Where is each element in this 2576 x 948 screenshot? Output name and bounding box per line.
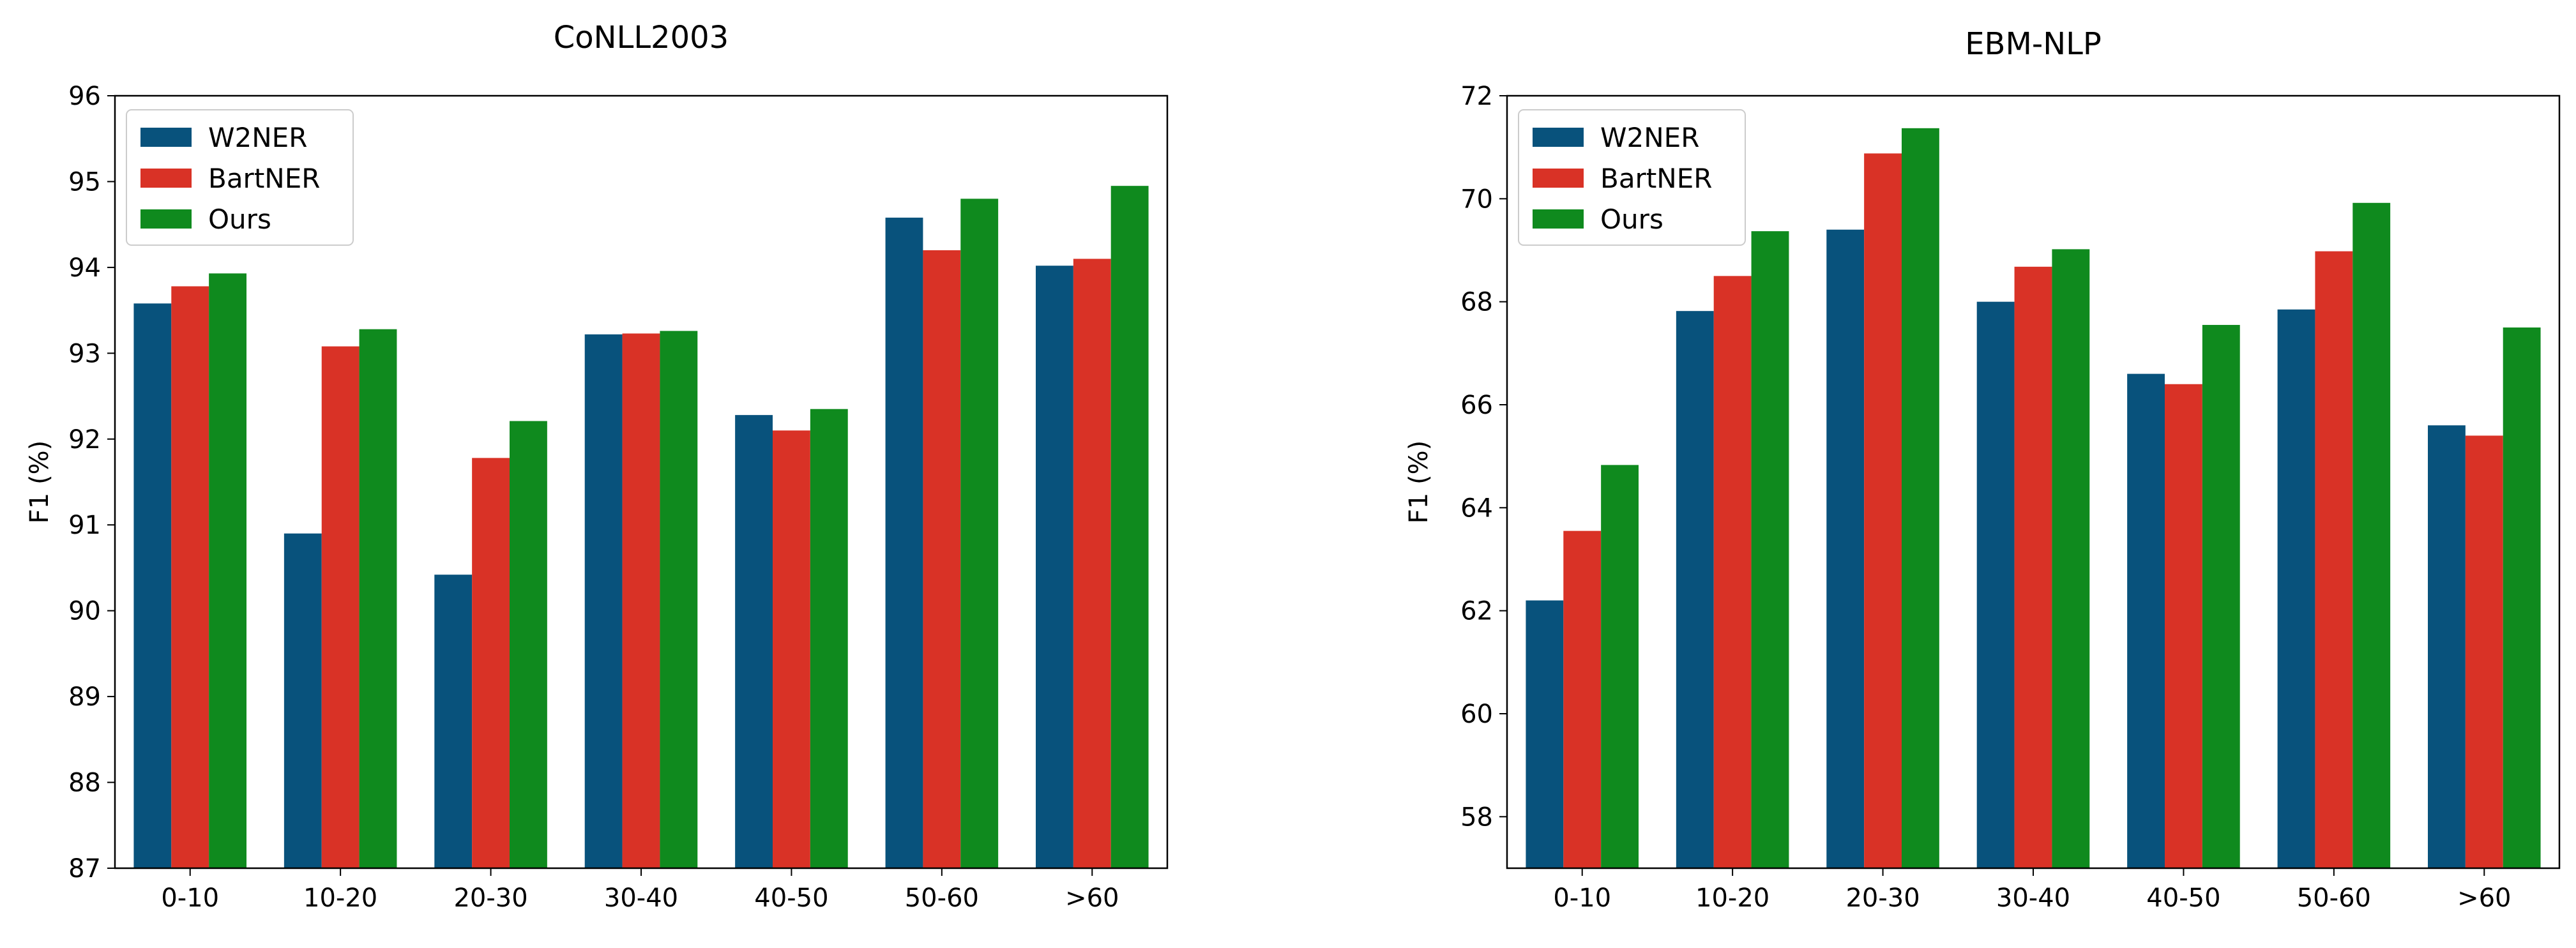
x-tick-label: 50-60 [2297,884,2371,913]
y-axis-label: F1 (%) [25,440,54,523]
y-tick-label: 96 [68,82,101,111]
legend-swatch [140,169,192,188]
legend-swatch [1533,209,1584,229]
y-axis-label: F1 (%) [1404,440,1434,523]
y-tick-label: 91 [68,511,101,540]
bar [1676,311,1714,868]
legend-label: Ours [208,204,271,235]
bar [810,409,848,868]
x-tick-label: 30-40 [604,884,678,913]
x-tick-label: 0-10 [1553,884,1611,913]
legend-label: BartNER [208,163,320,194]
y-tick-label: 88 [68,769,101,798]
chart-title: CoNLL2003 [554,20,729,56]
x-tick-label: 20-30 [1845,884,1920,913]
y-tick-label: 92 [68,425,101,455]
bar [1751,231,1789,868]
y-tick-label: 64 [1460,493,1493,523]
plot-frame [1506,94,2561,869]
y-tick-label: 62 [1460,597,1493,626]
bar [359,329,397,868]
legend-label: W2NER [208,122,307,153]
bar [472,458,510,868]
y-tick-label: 87 [68,854,101,884]
chart-ebm-nlp: EBM-NLP F1 (%) 0-10 10-20 20-30 30-40 40-50 5… [1404,26,2561,913]
bars [1526,128,2541,869]
bar [2465,435,2503,868]
bar [923,250,961,868]
bar [2428,425,2466,868]
legend-swatch [140,209,192,229]
x-tick-label: 30-40 [1996,884,2070,913]
bar [1864,153,1902,869]
bar [284,533,322,868]
bar [209,273,246,868]
legend-label: BartNER [1600,163,1712,194]
bar [2052,249,2090,868]
x-tick-label: 40-50 [2146,884,2220,913]
bar [1563,530,1602,868]
y-tick-label: 89 [68,682,101,712]
bar [2277,309,2315,868]
y-tick-label: 90 [68,597,101,626]
bar [2127,373,2165,868]
y-tick-label: 70 [1460,184,1493,214]
bar [885,217,923,868]
legend-label: W2NER [1600,122,1699,153]
bar [133,303,172,868]
x-tick-label: 50-60 [905,884,979,913]
x-tick-label: 20-30 [453,884,527,913]
bar [1110,186,1149,868]
bar [2014,266,2052,868]
x-tick-label: >60 [2457,884,2511,913]
bar [660,331,698,868]
bar [1073,259,1111,868]
legend-swatch [1533,169,1584,188]
bar [2315,251,2353,868]
bar [434,575,473,868]
bar [2503,327,2541,868]
y-tick-label: 60 [1460,700,1493,729]
bar [1902,128,1939,868]
legend-swatch [140,128,192,147]
bar [622,333,660,868]
bar [510,421,547,868]
bar [773,430,810,868]
bar [1036,266,1073,868]
y-tick-label: 68 [1460,288,1493,317]
bars [133,186,1149,869]
legend-label: Ours [1600,204,1663,235]
bar [1826,229,1865,869]
y-tick-label: 58 [1460,802,1493,832]
bar [2165,384,2202,868]
chart-conll2003: CoNLL2003 F1 (%) 0-10 10-20 20-30 30-40 40-5… [25,20,1169,913]
y-tick-label: 95 [68,167,101,197]
bar [2202,324,2240,869]
x-tick-label: >60 [1065,884,1119,913]
bar [1526,600,1564,868]
x-tick-label: 40-50 [754,884,828,913]
x-tick-label: 10-20 [303,884,377,913]
y-tick-label: 94 [68,253,101,283]
y-tick-label: 93 [68,339,101,368]
bar [1601,465,1639,868]
legend: W2NER BartNER Ours [1518,109,1746,246]
bar [2352,202,2391,868]
bar [321,346,360,868]
plot-frame [114,94,1169,869]
bar [960,199,999,869]
bar [1976,301,2015,868]
bar [735,415,773,868]
bar [584,334,623,868]
bar [1713,276,1752,869]
legend: W2NER BartNER Ours [126,109,354,246]
legend-swatch [1533,128,1584,147]
y-tick-label: 66 [1460,391,1493,420]
chart-title: EBM-NLP [1965,26,2102,62]
bar [171,286,209,869]
x-tick-label: 10-20 [1695,884,1769,913]
x-tick-label: 0-10 [161,884,219,913]
y-tick-label: 72 [1460,82,1493,111]
